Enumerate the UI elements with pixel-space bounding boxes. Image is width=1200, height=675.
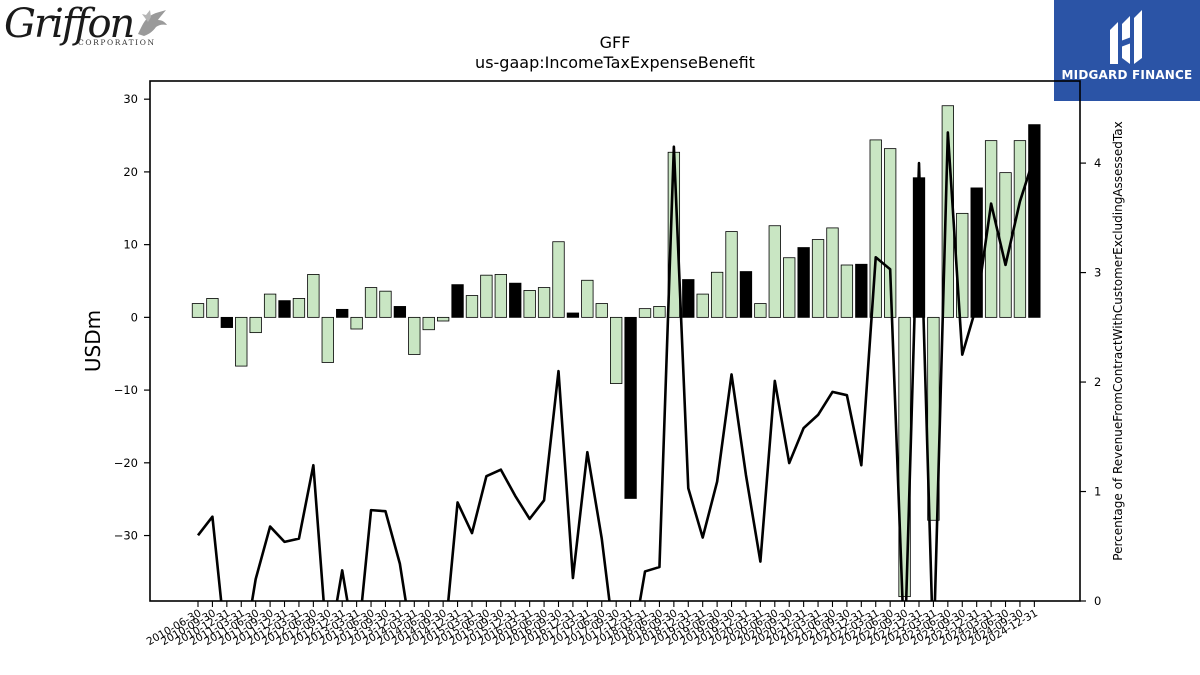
bar xyxy=(638,308,652,318)
bar xyxy=(653,306,666,318)
bar xyxy=(595,303,608,318)
bar xyxy=(408,316,421,355)
axes: −30−20−100102030012342010-06-302010-09-3… xyxy=(114,80,1101,648)
griffon-logo: Griffon CORPORATION xyxy=(4,2,174,48)
y-tick-label: −20 xyxy=(114,456,138,470)
y2-tick-label: 2 xyxy=(1094,375,1101,389)
bar xyxy=(710,271,724,318)
midgard-finance-badge: MIDGARD FINANCE xyxy=(1054,0,1200,101)
bar xyxy=(1013,140,1027,318)
bar xyxy=(855,263,868,318)
line-path xyxy=(196,131,1036,601)
bar xyxy=(696,293,709,318)
chart-subtitle: us-gaap:IncomeTaxExpenseBenefit xyxy=(475,53,755,72)
bar xyxy=(206,298,219,318)
bar xyxy=(797,247,810,318)
griffin-icon xyxy=(138,10,167,36)
bar xyxy=(682,279,695,318)
bar xyxy=(235,316,248,367)
bar xyxy=(292,298,306,318)
y2-tick-label: 0 xyxy=(1094,594,1101,608)
y-tick-label: 20 xyxy=(123,165,138,179)
bar xyxy=(811,239,825,318)
bar xyxy=(566,312,580,318)
y-tick-label: −30 xyxy=(114,529,138,543)
bar xyxy=(826,227,839,318)
bar xyxy=(970,187,983,318)
bar xyxy=(321,316,334,363)
bar xyxy=(350,316,363,330)
line-series xyxy=(196,131,1036,601)
y2-tick-label: 3 xyxy=(1094,266,1101,280)
y-axis-label: USDm xyxy=(81,310,105,372)
bar xyxy=(840,264,854,318)
bar xyxy=(768,225,781,318)
y-tick-label: 30 xyxy=(123,92,138,106)
bar xyxy=(436,316,450,322)
y2-tick-label: 4 xyxy=(1094,156,1101,170)
bar xyxy=(624,316,637,499)
y2-tick-label: 1 xyxy=(1094,485,1101,499)
chart-title: GFF xyxy=(600,33,631,52)
bar xyxy=(379,290,392,318)
bar xyxy=(523,290,536,318)
bar xyxy=(552,241,565,318)
bar xyxy=(278,300,291,318)
bar xyxy=(465,295,479,318)
logo-subtitle: CORPORATION xyxy=(78,38,156,47)
bar xyxy=(336,308,349,318)
bar xyxy=(263,293,277,318)
y2-axis-label: Percentage of RevenueFromContractWithCus… xyxy=(1111,121,1125,560)
bar xyxy=(364,287,378,318)
y-tick-label: 10 xyxy=(123,238,138,252)
bar xyxy=(537,287,551,318)
bar xyxy=(220,316,233,328)
brand-name: MIDGARD FINANCE xyxy=(1061,68,1193,82)
bar xyxy=(393,306,407,318)
bar xyxy=(783,257,796,318)
bar-series xyxy=(191,105,1041,598)
bar xyxy=(610,316,623,384)
bar xyxy=(480,274,493,318)
bar xyxy=(451,284,464,318)
bar xyxy=(725,231,738,318)
bar xyxy=(249,316,262,334)
y-tick-label: 0 xyxy=(131,310,138,324)
bar xyxy=(581,279,594,318)
bar xyxy=(884,148,897,318)
bar xyxy=(422,316,435,331)
bar xyxy=(754,303,767,318)
bar xyxy=(509,282,522,318)
midgard-logo-icon xyxy=(1110,10,1142,64)
plot-frame xyxy=(149,80,1081,602)
bar xyxy=(739,271,753,318)
bar xyxy=(307,274,320,318)
bar xyxy=(1028,124,1041,318)
bar xyxy=(494,274,507,318)
bar xyxy=(869,139,882,318)
y-tick-label: −10 xyxy=(114,383,138,397)
logo-wordmark: Griffon xyxy=(4,1,135,47)
bar xyxy=(191,303,205,318)
